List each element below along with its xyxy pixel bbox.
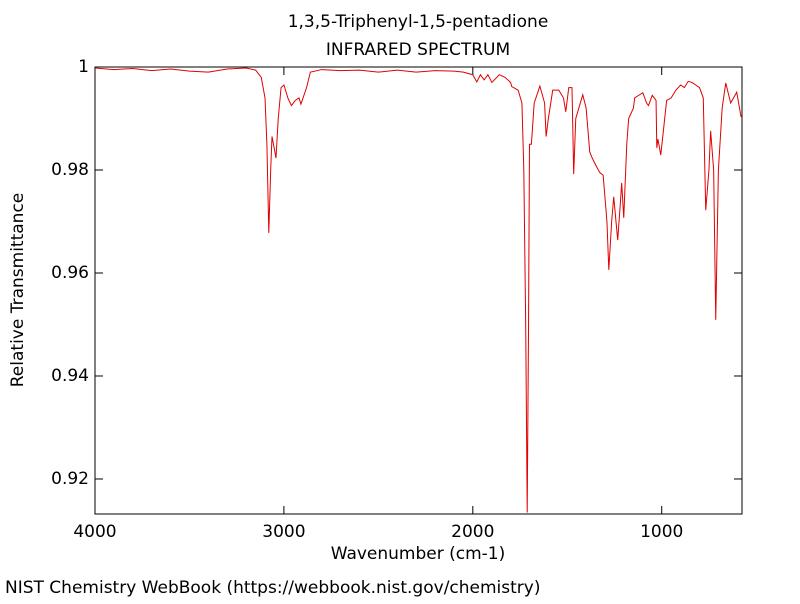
x-tick-label: 4000: [73, 522, 116, 542]
y-axis-label: Relative Transmittance: [8, 193, 28, 388]
y-tick-label: 0.94: [51, 366, 89, 386]
x-tick-label: 2000: [451, 522, 494, 542]
y-tick-label: 0.92: [51, 469, 89, 489]
y-tick-label: 1: [78, 57, 89, 77]
chart-subtitle: INFRARED SPECTRUM: [326, 40, 510, 60]
y-tick-label: 0.96: [51, 263, 89, 283]
source-note: NIST Chemistry WebBook (https://webbook.…: [5, 578, 540, 598]
x-tick-label: 3000: [262, 522, 305, 542]
chart-title: 1,3,5-Triphenyl-1,5-pentadione: [288, 12, 549, 32]
x-axis-label: Wavenumber (cm-1): [331, 544, 506, 564]
plot-frame: [94, 66, 743, 515]
spectrum-line: [95, 67, 742, 513]
y-tick-label: 0.98: [51, 160, 89, 180]
x-tick-label: 1000: [640, 522, 683, 542]
